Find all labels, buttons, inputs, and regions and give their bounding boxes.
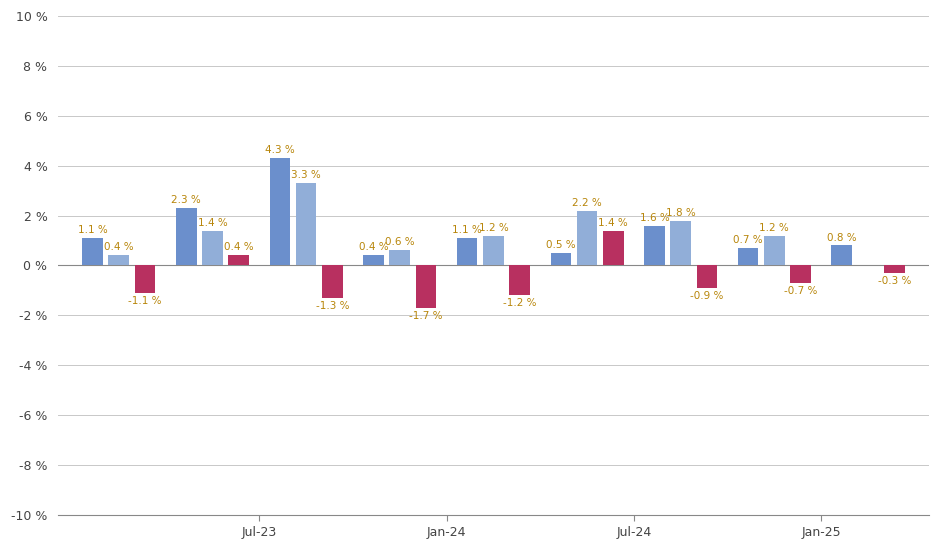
Text: 4.3 %: 4.3 % [265,145,295,155]
Bar [108,255,129,266]
Text: -1.2 %: -1.2 % [503,298,537,309]
Text: 0.5 %: 0.5 % [546,240,575,250]
Text: 1.6 %: 1.6 % [639,212,669,223]
Text: 1.2 %: 1.2 % [478,223,509,233]
Bar [697,266,717,288]
Bar [322,266,342,298]
Bar [415,266,436,308]
Bar [483,235,504,266]
Text: -1.1 %: -1.1 % [128,296,162,306]
Bar [270,158,290,266]
Text: -0.9 %: -0.9 % [690,291,724,301]
Bar [83,238,102,266]
Text: -1.7 %: -1.7 % [409,311,443,321]
Bar [228,255,249,266]
Text: 0.4 %: 0.4 % [359,243,388,252]
Bar [832,245,852,266]
Text: 0.6 %: 0.6 % [384,238,415,248]
Bar [764,235,785,266]
Text: -1.3 %: -1.3 % [316,301,349,311]
Text: 0.7 %: 0.7 % [733,235,763,245]
Bar [791,266,811,283]
Bar [363,255,384,266]
Text: 1.2 %: 1.2 % [760,223,790,233]
Text: 3.3 %: 3.3 % [291,170,321,180]
Text: 2.2 %: 2.2 % [572,197,602,207]
Bar [884,266,904,273]
Bar [296,183,317,266]
Bar [644,226,665,266]
Bar [551,253,572,266]
Text: 1.4 %: 1.4 % [599,218,628,228]
Bar [389,250,410,266]
Text: 1.1 %: 1.1 % [78,225,107,235]
Text: -0.7 %: -0.7 % [784,286,817,296]
Text: 2.3 %: 2.3 % [171,195,201,205]
Text: -0.3 %: -0.3 % [878,276,911,286]
Bar [577,211,597,266]
Bar [738,248,759,266]
Text: 1.1 %: 1.1 % [452,225,482,235]
Bar [202,230,223,266]
Bar [670,221,691,266]
Bar [176,208,196,266]
Bar [457,238,478,266]
Text: 1.4 %: 1.4 % [197,218,227,228]
Text: 1.8 %: 1.8 % [666,207,696,218]
Bar [134,266,155,293]
Text: 0.4 %: 0.4 % [104,243,133,252]
Text: 0.4 %: 0.4 % [224,243,254,252]
Bar [509,266,530,295]
Text: 0.8 %: 0.8 % [827,233,856,243]
Bar [603,230,623,266]
